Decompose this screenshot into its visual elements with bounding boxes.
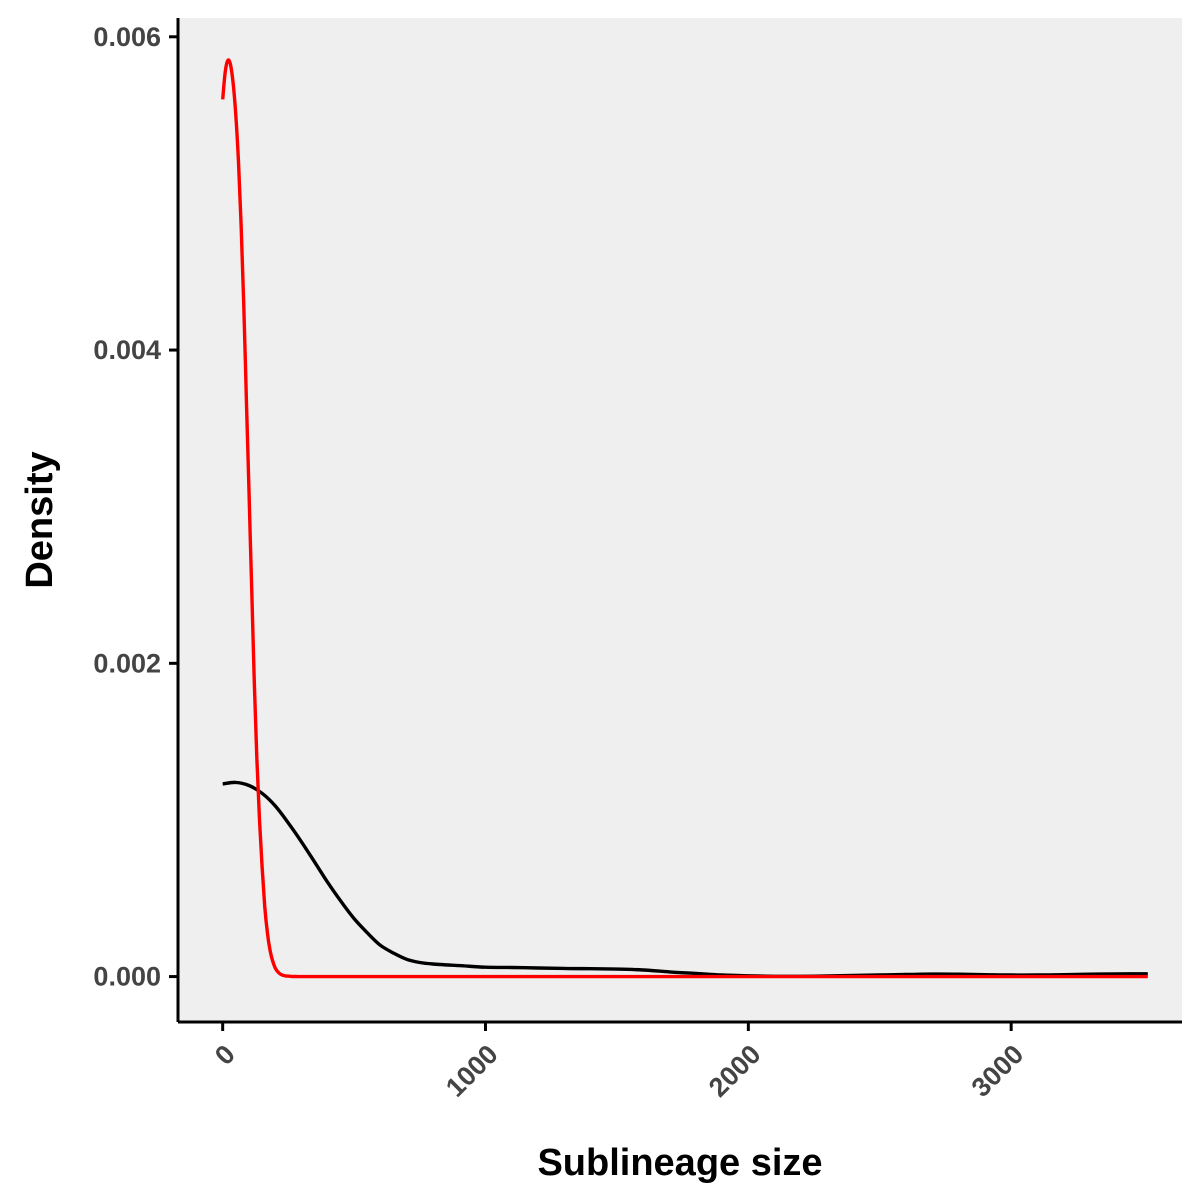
series-line-1 <box>222 780 1148 978</box>
x-ticks: 0 1000 2000 3000 <box>209 1022 1029 1103</box>
y-ticks: 0.000 0.002 0.004 0.006 <box>93 22 178 992</box>
y-tick-label: 0.002 <box>93 648 161 678</box>
y-tick-label: 0.006 <box>93 22 161 52</box>
x-axis-title: Sublineage size <box>537 1142 822 1184</box>
x-tick-label: 0 <box>209 1039 241 1071</box>
y-axis-title: Density <box>19 451 61 588</box>
x-tick-label: 1000 <box>440 1039 504 1103</box>
x-tick-label: 3000 <box>966 1039 1030 1103</box>
y-tick-label: 0.004 <box>93 335 161 365</box>
x-tick-label: 2000 <box>703 1039 767 1103</box>
plot-background <box>178 18 1182 1022</box>
series-layer <box>221 58 1148 979</box>
series-line-2 <box>221 58 1148 979</box>
y-tick-label: 0.000 <box>93 962 161 992</box>
